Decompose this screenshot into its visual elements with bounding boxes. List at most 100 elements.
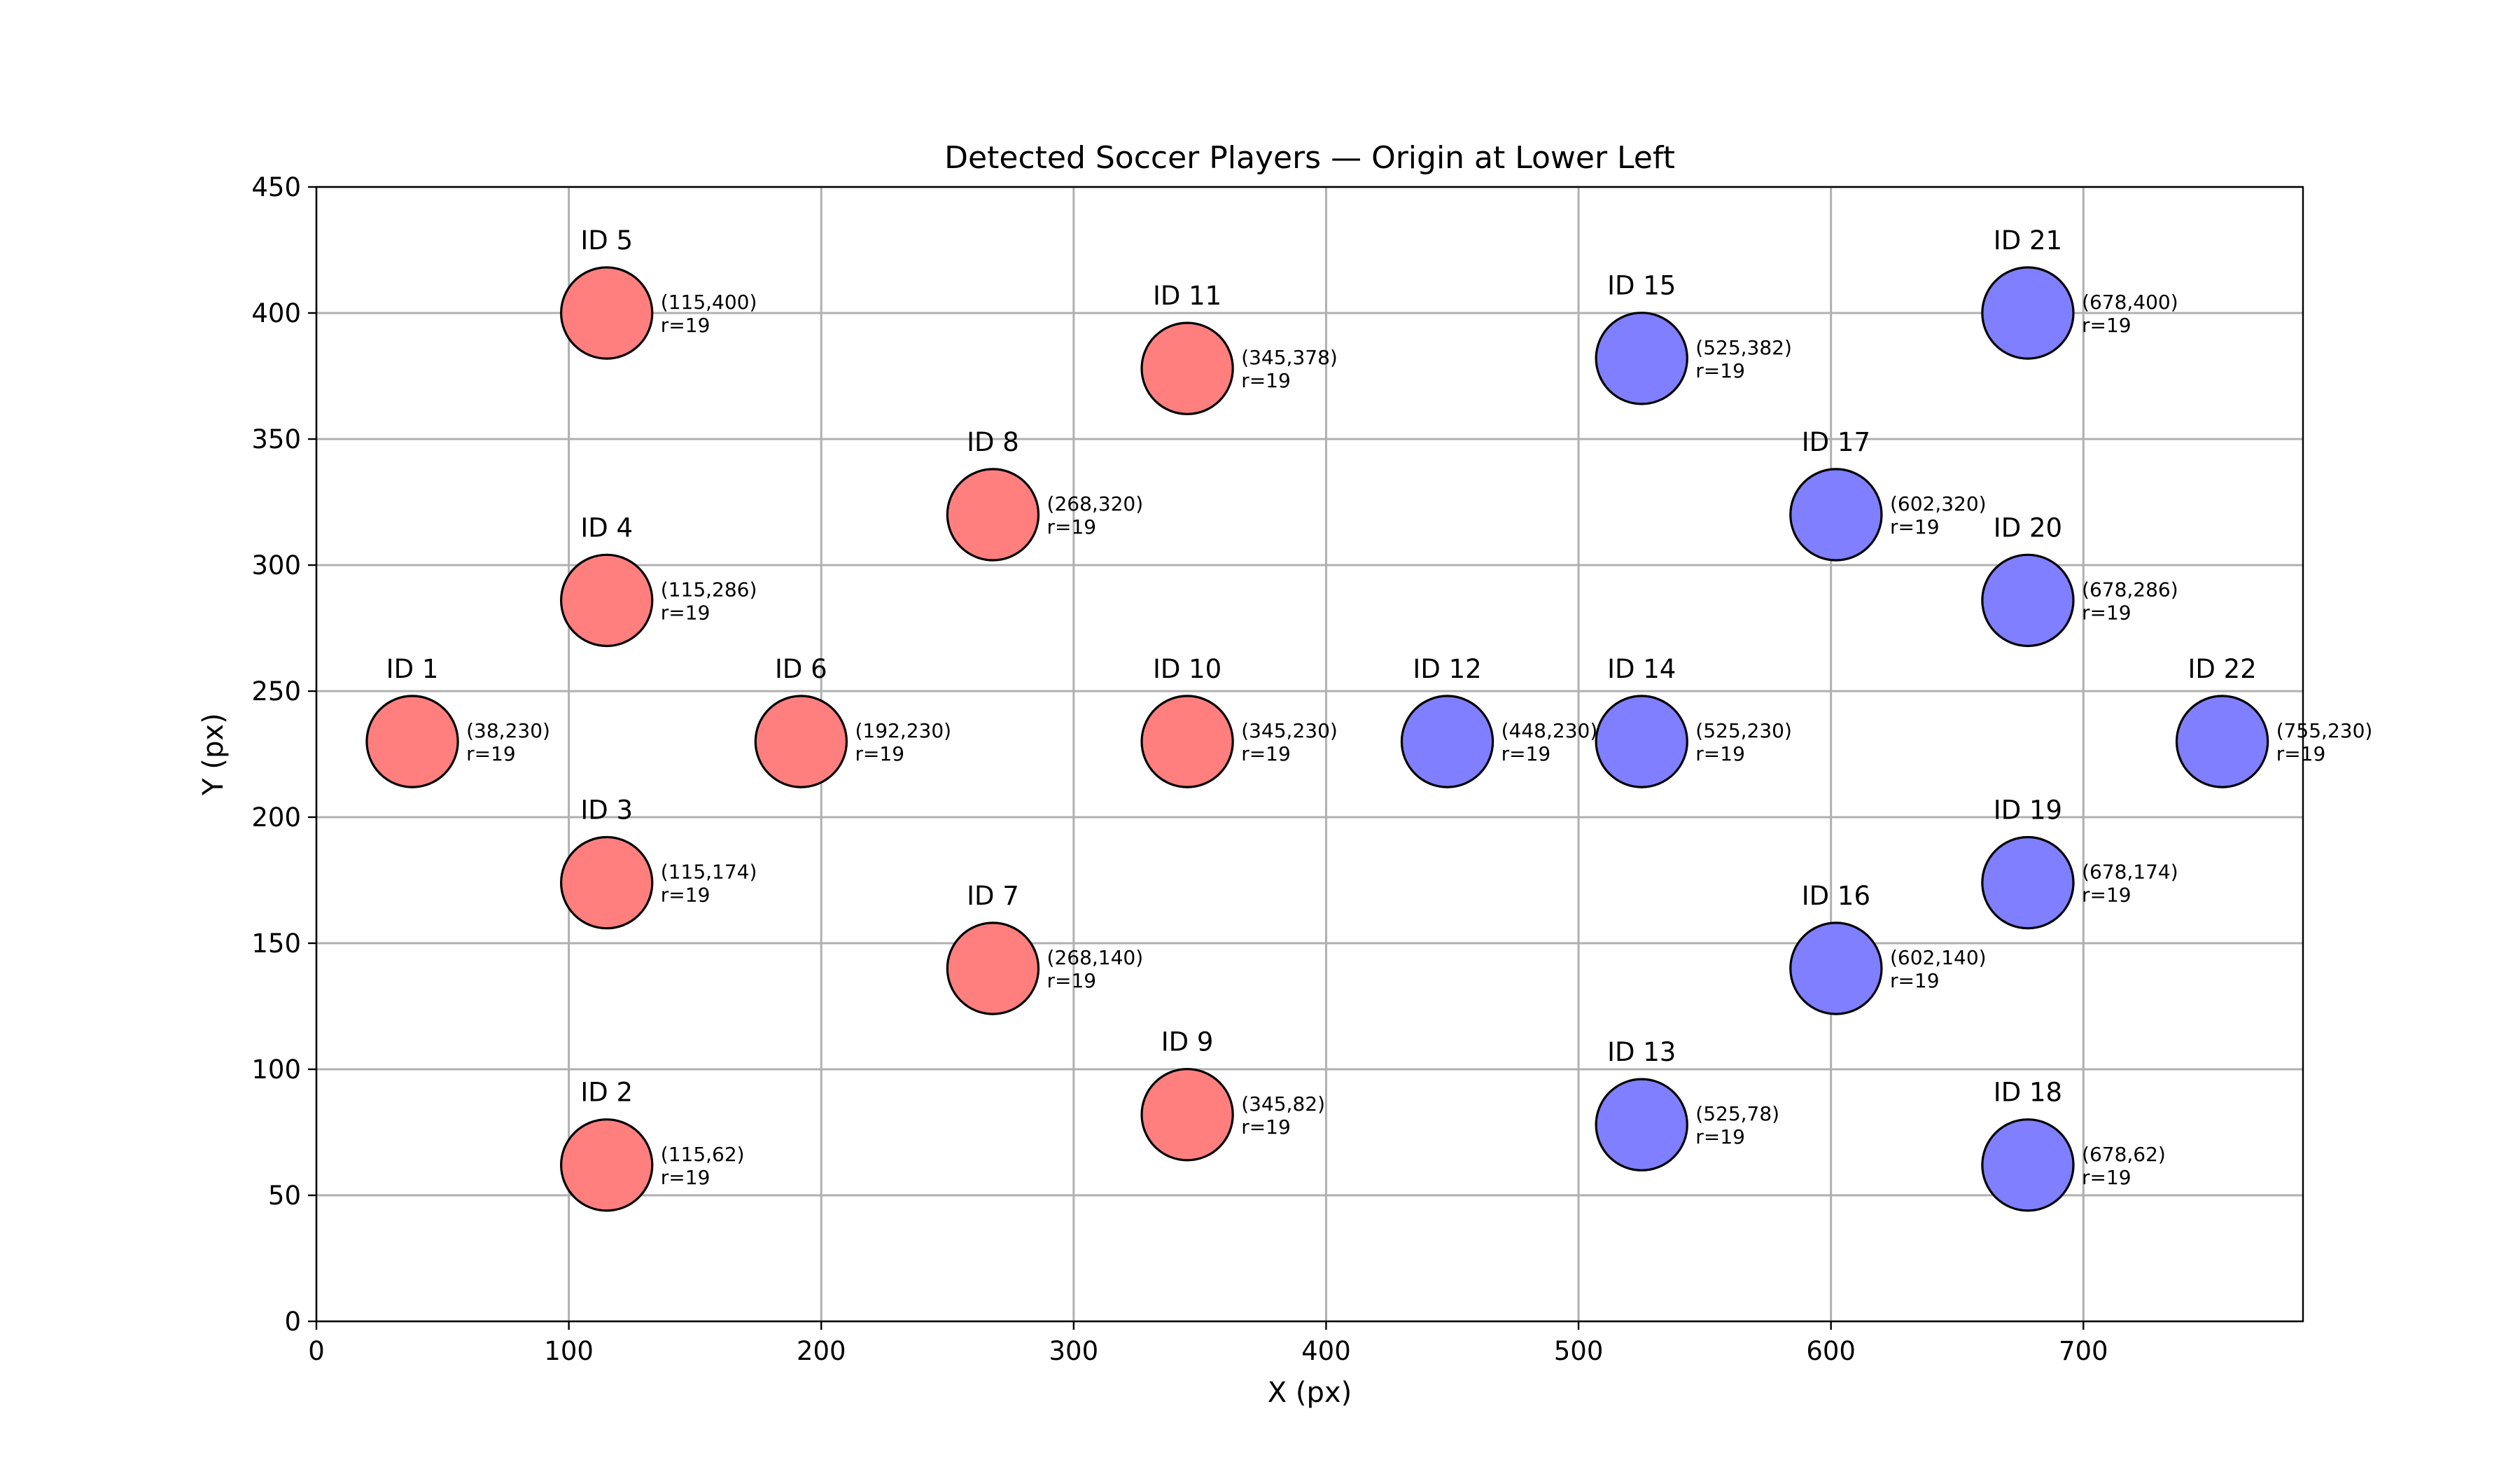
player-id-label: ID 2: [580, 1078, 633, 1108]
player-radius-label: r=19: [855, 742, 904, 765]
player-coord-label: (678,62): [2082, 1143, 2166, 1166]
player-id-label: ID 3: [580, 795, 633, 826]
x-tick-label: 600: [1806, 1336, 1856, 1366]
player-marker-13: [1595, 1078, 1688, 1171]
player-marker-12: [1400, 695, 1494, 788]
player-coord-label: (115,286): [661, 578, 757, 601]
player-marker-11: [1140, 321, 1234, 415]
player-id-label: ID 1: [386, 654, 439, 684]
player-coord-label: (525,382): [1695, 336, 1792, 359]
player-coord-label: (345,82): [1241, 1092, 1325, 1115]
player-radius-label: r=19: [1890, 969, 1940, 992]
player-radius-label: r=19: [1890, 515, 1940, 538]
player-marker-1: [365, 695, 459, 788]
player-marker-2: [560, 1118, 654, 1212]
x-tick-label: 700: [2059, 1336, 2108, 1366]
player-marker-22: [2175, 695, 2269, 788]
player-radius-label: r=19: [661, 601, 710, 624]
player-id-label: ID 13: [1607, 1037, 1676, 1067]
player-coord-label: (448,230): [1502, 719, 1598, 742]
player-id-label: ID 19: [1994, 795, 2062, 826]
x-tick-label: 100: [544, 1336, 594, 1366]
player-coord-label: (345,230): [1241, 719, 1338, 742]
player-radius-label: r=19: [1241, 1115, 1291, 1139]
player-marker-19: [1981, 835, 2075, 930]
player-coord-label: (268,320): [1047, 492, 1144, 515]
player-marker-6: [754, 695, 848, 788]
axis-ticks: 0 100 200 300 400 500 600 700 0 50 100 150 200 250 300…: [251, 172, 2108, 1366]
player-id-label: ID 12: [1413, 654, 1481, 684]
player-coord-label: (602,140): [1890, 946, 1987, 969]
player-radius-label: r=19: [1241, 369, 1291, 392]
player-coord-label: (755,230): [2276, 719, 2373, 742]
player-radius-label: r=19: [1047, 969, 1097, 992]
player-marker-5: [560, 266, 654, 360]
player-coord-label: (115,62): [661, 1143, 745, 1166]
player-id-label: ID 15: [1607, 271, 1676, 301]
y-tick-label: 200: [251, 802, 301, 833]
player-id-label: ID 17: [1802, 427, 1870, 457]
player-radius-label: r=19: [1047, 515, 1097, 538]
player-radius-label: r=19: [1695, 359, 1745, 382]
player-radius-label: r=19: [1502, 742, 1551, 765]
y-tick-label: 300: [251, 550, 301, 580]
player-marker-14: [1595, 695, 1688, 788]
player-marker-20: [1981, 553, 2075, 648]
chart-title: Detected Soccer Players — Origin at Lowe…: [944, 140, 1675, 176]
player-marker-3: [560, 835, 654, 930]
player-radius-label: r=19: [2082, 1166, 2132, 1189]
x-tick-label: 300: [1049, 1336, 1099, 1366]
player-radius-label: r=19: [661, 884, 710, 907]
player-marker-17: [1789, 468, 1883, 562]
player-coord-label: (525,230): [1695, 719, 1792, 742]
player-id-label: ID 4: [580, 513, 633, 543]
y-tick-label: 400: [251, 298, 301, 328]
plot-frame: [315, 186, 2304, 1323]
y-tick-label: 450: [251, 172, 301, 202]
player-radius-label: r=19: [466, 742, 516, 765]
player-coord-label: (678,174): [2082, 861, 2178, 884]
player-marker-8: [946, 468, 1040, 562]
player-coord-label: (38,230): [466, 719, 550, 742]
player-id-label: ID 18: [1994, 1078, 2062, 1108]
player-id-label: ID 11: [1153, 281, 1222, 311]
player-coord-label: (115,174): [661, 861, 757, 884]
player-marker-4: [560, 553, 654, 648]
player-radius-label: r=19: [661, 1166, 710, 1189]
player-id-label: ID 9: [1161, 1027, 1214, 1057]
player-coord-label: (678,400): [2082, 291, 2178, 314]
player-id-label: ID 8: [967, 427, 1019, 457]
player-radius-label: r=19: [661, 314, 710, 337]
player-markers: [365, 266, 2269, 1212]
player-id-label: ID 7: [967, 881, 1019, 911]
player-id-label: ID 20: [1994, 513, 2062, 543]
y-tick-label: 0: [284, 1307, 301, 1337]
player-marker-15: [1595, 312, 1688, 405]
player-radius-label: r=19: [1241, 742, 1291, 765]
y-tick-label: 100: [251, 1055, 301, 1085]
y-axis-label: Y (px): [197, 713, 230, 795]
x-tick-label: 200: [797, 1336, 846, 1366]
player-id-label: ID 6: [775, 654, 827, 684]
player-id-label: ID 22: [2188, 654, 2256, 684]
player-coord-label: (192,230): [855, 719, 951, 742]
player-coord-label: (525,78): [1695, 1102, 1779, 1125]
player-radius-label: r=19: [2082, 884, 2132, 907]
player-coord-label: (268,140): [1047, 946, 1144, 969]
player-coord-label: (345,378): [1241, 346, 1338, 369]
player-coord-label: (678,286): [2082, 578, 2178, 601]
y-tick-label: 50: [268, 1181, 301, 1211]
player-marker-18: [1981, 1118, 2075, 1212]
player-marker-16: [1789, 922, 1883, 1015]
x-axis-label: X (px): [1268, 1377, 1352, 1409]
y-tick-label: 150: [251, 929, 301, 959]
player-marker-9: [1140, 1068, 1234, 1162]
x-tick-label: 400: [1301, 1336, 1351, 1366]
player-radius-label: r=19: [1695, 742, 1745, 765]
player-coord-label: (602,320): [1890, 492, 1987, 515]
player-marker-10: [1140, 695, 1234, 788]
player-id-label: ID 21: [1994, 225, 2062, 256]
